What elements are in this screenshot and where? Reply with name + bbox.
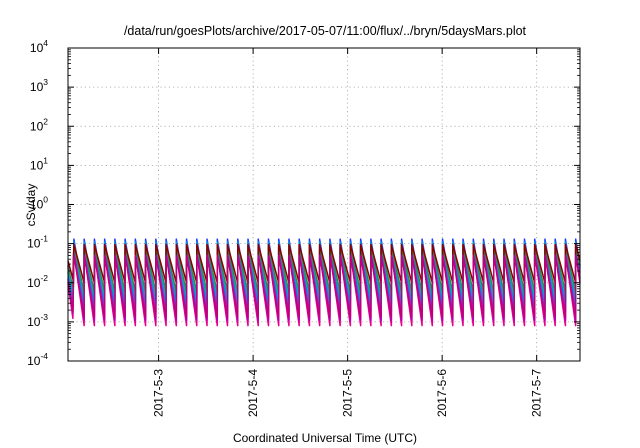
y-tick-label: 101 (30, 155, 48, 172)
y-tick-label: 10-4 (27, 351, 48, 368)
y-tick-label: 103 (30, 77, 48, 94)
y-tick-label: 102 (30, 116, 48, 133)
x-tick-label: 2017-5-4 (246, 369, 260, 417)
x-tick-label: 2017-5-6 (435, 369, 449, 417)
series-line (67, 243, 581, 284)
x-tick-label: 2017-5-3 (152, 369, 166, 417)
series-group (67, 238, 581, 327)
plot-frame (67, 47, 581, 362)
chart-title: /data/run/goesPlots/archive/2017-05-07/1… (124, 24, 527, 38)
series-line (67, 254, 581, 319)
y-tick-label: 100 (30, 195, 48, 212)
y-tick-label: 10-1 (27, 234, 48, 251)
y-axis-label: cSv/day (24, 184, 38, 227)
y-tick-label: 10-2 (27, 273, 48, 290)
series-line (67, 246, 581, 293)
y-tick-label: 10-3 (27, 312, 48, 329)
y-tick-label: 104 (30, 38, 48, 55)
x-axis-label: Coordinated Universal Time (UTC) (233, 431, 417, 445)
x-tick-label: 2017-5-7 (530, 369, 544, 417)
x-tick-label: 2017-5-5 (341, 369, 355, 417)
